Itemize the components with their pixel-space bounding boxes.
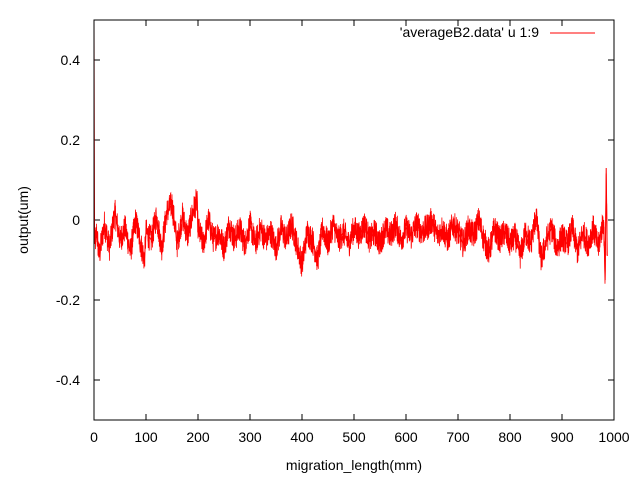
x-tick-label: 800	[498, 429, 522, 445]
x-tick-label: 400	[290, 429, 314, 445]
x-tick-label: 500	[342, 429, 366, 445]
legend-label: 'averageB2.data' u 1:9	[400, 24, 539, 40]
y-tick-label: 0.2	[61, 132, 81, 148]
x-axis-label: migration_length(mm)	[286, 457, 422, 473]
x-tick-label: 100	[134, 429, 158, 445]
y-tick-label: -0.4	[56, 372, 80, 388]
x-tick-label: 200	[186, 429, 210, 445]
y-tick-label: 0	[72, 212, 80, 228]
y-axis-label: output(um)	[15, 186, 31, 254]
x-tick-label: 1000	[598, 429, 629, 445]
x-tick-label: 900	[550, 429, 574, 445]
axis-ticks: 0 100 200 300 400 500 600 700 800 900 1000 -0.4 -0.2…	[56, 20, 630, 445]
series-layer	[93, 19, 608, 284]
y-tick-label: 0.4	[61, 52, 81, 68]
y-tick-label: -0.2	[56, 292, 80, 308]
legend: 'averageB2.data' u 1:9	[400, 24, 595, 40]
x-tick-label: 600	[394, 429, 418, 445]
x-tick-label: 700	[446, 429, 470, 445]
x-tick-label: 300	[238, 429, 262, 445]
series-noise-0	[94, 173, 608, 284]
x-tick-label: 0	[90, 429, 98, 445]
plot-frame	[93, 19, 615, 421]
